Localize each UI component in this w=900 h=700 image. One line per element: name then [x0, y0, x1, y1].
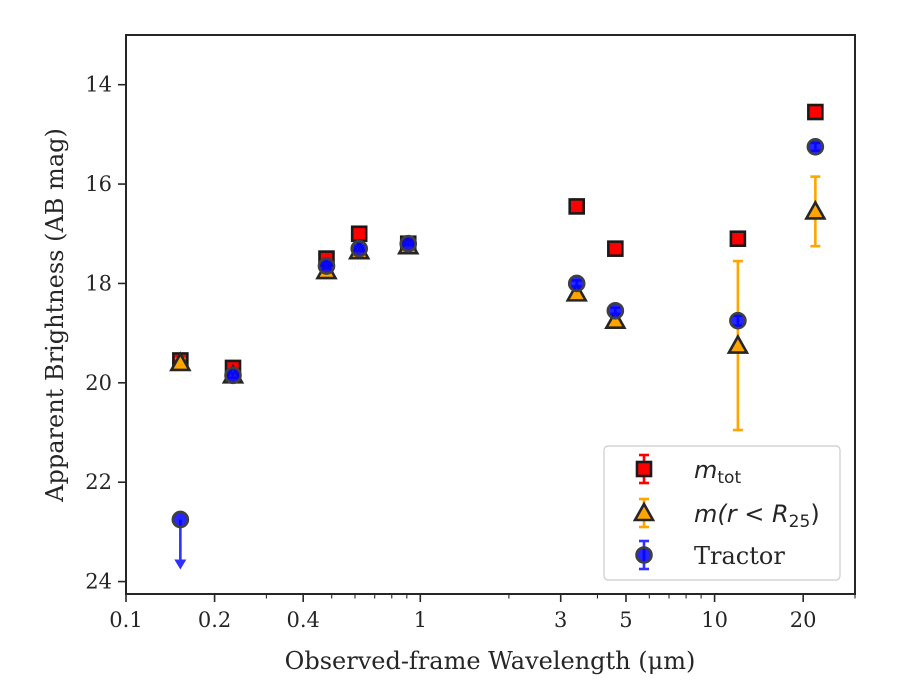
data-point-mr	[565, 281, 588, 302]
data-point-tractor	[350, 239, 368, 258]
x-axis: 0.1 0.2 0.4 1 3 5 10 20	[109, 594, 856, 632]
legend: mtot m(r < R25) Tractor	[603, 445, 841, 581]
data-point-mr	[804, 199, 827, 220]
data-point-tractor	[606, 301, 625, 320]
data-point-mr	[604, 309, 627, 330]
data-point-tractor	[317, 257, 336, 275]
data-point-mtot	[807, 103, 824, 121]
data-point-mtot	[607, 240, 624, 257]
legend-label-mr: m(r < R25)	[694, 500, 820, 532]
x-tick-label: 10	[701, 608, 728, 632]
legend-entry-mtot	[635, 453, 653, 485]
data-point-mtot	[350, 225, 368, 243]
legend-entry-mr	[632, 497, 656, 529]
x-tick-label: 0.1	[109, 608, 142, 632]
series-mtot	[172, 103, 824, 377]
arrow-head	[174, 559, 187, 570]
legend-marker-tractor	[635, 546, 653, 564]
data-point-mr	[726, 333, 750, 354]
y-axis-title: Apparent Brightness (AB mag)	[41, 128, 69, 503]
plot-frame	[125, 34, 856, 595]
x-tick-label: 20	[790, 608, 817, 632]
data-point-tractor	[171, 510, 190, 529]
data-point-mr	[169, 351, 192, 372]
data-point-tractor	[729, 311, 747, 330]
y-tick-label: 22	[85, 470, 112, 494]
legend-label-tractor: Tractor	[694, 542, 785, 570]
legend-label-mtot: mtot	[694, 456, 741, 488]
x-tick-label: 0.2	[198, 608, 231, 632]
data-point-mtot	[568, 198, 586, 215]
y-tick-label: 16	[85, 172, 112, 196]
data-point-mtot	[729, 230, 747, 248]
data-marks	[169, 103, 827, 570]
series-tractor	[171, 138, 825, 570]
data-point-tractor	[399, 234, 418, 253]
y-axis: 14 16 18 20 22 24	[85, 73, 126, 594]
legend-entry-tractor	[635, 539, 653, 571]
y-tick-label: 18	[85, 271, 112, 295]
data-point-tractor	[806, 138, 825, 156]
x-tick-label: 3	[554, 608, 567, 632]
y-tick-label: 24	[85, 570, 112, 594]
x-axis-title: Observed-frame Wavelength (μm)	[285, 647, 696, 675]
y-tick-label: 14	[85, 73, 112, 97]
data-point-tractor	[224, 366, 242, 385]
legend-marker-mr	[632, 501, 656, 522]
x-tick-label: 5	[619, 608, 632, 632]
data-point-tractor	[567, 274, 586, 293]
legend-marker-mtot	[635, 460, 653, 478]
series-mr	[169, 175, 827, 432]
x-tick-label: 0.4	[286, 608, 319, 632]
legend-frame	[603, 445, 841, 581]
y-tick-label: 20	[85, 371, 112, 395]
x-tick-label: 1	[414, 608, 427, 632]
plot-area	[125, 34, 856, 595]
